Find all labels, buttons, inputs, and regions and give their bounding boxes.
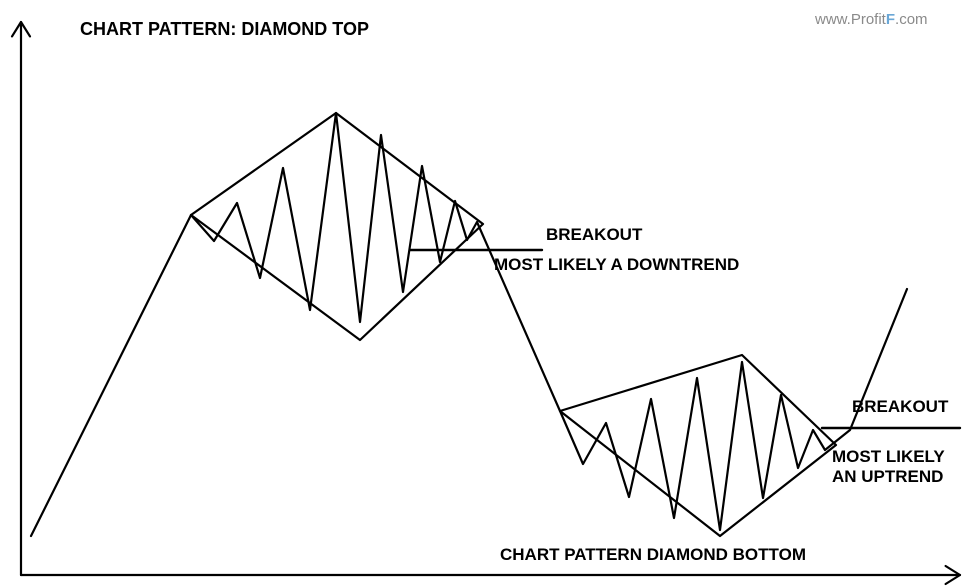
watermark-accent: F xyxy=(886,11,895,28)
diamond-top-outline xyxy=(191,113,483,340)
annotation-bottom-uptrend-line1: MOST LIKELY xyxy=(832,447,945,466)
section-title-bottom: CHART PATTERN DIAMOND BOTTOM xyxy=(500,545,806,564)
annotation-bottom-breakout: BREAKOUT xyxy=(852,397,949,416)
annotation-top-breakout: BREAKOUT xyxy=(546,225,643,244)
watermark-prefix: www.Profit xyxy=(814,11,887,28)
annotation-bottom-uptrend-line2: AN UPTREND xyxy=(832,467,943,486)
watermark-suffix: .com xyxy=(895,11,928,28)
annotation-top-downtrend: MOST LIKELY A DOWNTREND xyxy=(494,255,739,274)
axes xyxy=(12,22,960,584)
page-title: CHART PATTERN: DIAMOND TOP xyxy=(80,19,369,39)
watermark: www.ProfitF.com xyxy=(814,11,928,28)
price-polyline xyxy=(31,113,907,536)
